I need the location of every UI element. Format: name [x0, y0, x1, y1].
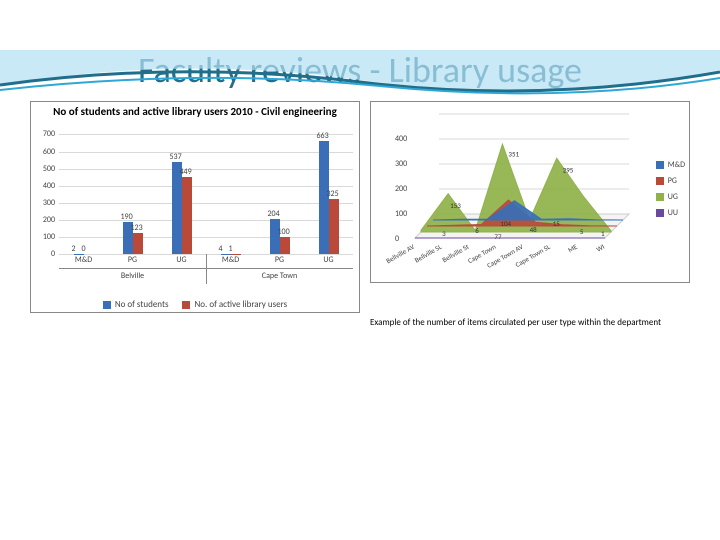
value-label: 0: [82, 245, 86, 253]
legend-swatch: [656, 193, 664, 201]
value-label: 2: [72, 245, 76, 253]
x-category: UG: [157, 256, 206, 264]
right-chart-caption: Example of the number of items circulate…: [370, 313, 720, 328]
x-category: UG: [304, 256, 353, 264]
y-tick: 700: [35, 130, 55, 138]
svg-text:0: 0: [395, 234, 399, 244]
page-title: Faculty reviews - Library usage: [40, 50, 680, 91]
legend-label: UG: [668, 192, 678, 202]
legend-item: M&D: [656, 160, 685, 170]
value-label: 153: [450, 201, 461, 210]
bar: [280, 237, 290, 254]
legend-swatch: [656, 209, 664, 217]
value-label: 1: [601, 229, 605, 238]
y-tick: 400: [35, 182, 55, 190]
value-label: 1: [229, 245, 233, 253]
svg-text:400: 400: [395, 134, 407, 144]
svg-text:300: 300: [395, 159, 407, 169]
x-category: Bellville St: [441, 242, 471, 265]
x-category: PG: [255, 256, 304, 264]
legend-label: PG: [668, 176, 677, 186]
x-category: M&D: [206, 256, 255, 264]
x-group: Cape Town: [206, 272, 353, 280]
bar: [133, 233, 143, 254]
legend-swatch: [103, 301, 111, 309]
value-label: 104: [500, 219, 511, 228]
legend-item: No. of active library users: [182, 299, 287, 310]
legend-item: UG: [656, 192, 685, 202]
svg-text:200: 200: [395, 184, 407, 194]
y-tick: 300: [35, 199, 55, 207]
legend-label: M&D: [668, 160, 685, 170]
value-label: 295: [563, 166, 574, 175]
value-label: 351: [508, 150, 519, 159]
legend-label: No of students: [115, 299, 169, 310]
value-label: 100: [278, 228, 290, 236]
value-label: 663: [317, 132, 329, 140]
legend-item: UU: [656, 208, 685, 218]
value-label: 537: [170, 153, 182, 161]
left-chart-legend: No of students No. of active library user…: [31, 299, 359, 310]
value-label: 190: [121, 213, 133, 221]
value-label: 449: [180, 168, 192, 176]
value-label: 4: [219, 245, 223, 253]
charts-row: No of students and active library users …: [0, 101, 720, 313]
gridline: [59, 134, 353, 135]
value-label: 204: [268, 210, 280, 218]
value-label: 15: [553, 219, 561, 228]
legend-label: No. of active library users: [194, 299, 287, 310]
y-tick: 600: [35, 148, 55, 156]
legend-label: UU: [668, 208, 678, 218]
gridline: [59, 220, 353, 221]
gridline: [59, 186, 353, 187]
legend-swatch: [182, 301, 190, 309]
gridline: [59, 152, 353, 153]
gridline: [59, 203, 353, 204]
left-chart-title: No of students and active library users …: [31, 102, 359, 118]
value-label: 123: [131, 224, 143, 232]
value-label: 77: [494, 232, 502, 241]
bar: [329, 199, 339, 255]
value-label: 325: [327, 190, 339, 198]
right-area-chart: 01002003004003512951531047748615351Bellv…: [370, 101, 690, 283]
right-chart-legend: M&D PG UG UU: [656, 160, 685, 224]
legend-swatch: [656, 161, 664, 169]
left-bar-chart: No of students and active library users …: [30, 101, 360, 313]
legend-item: No of students: [103, 299, 169, 310]
value-label: 5: [580, 227, 584, 236]
y-tick: 200: [35, 216, 55, 224]
gridline: [59, 169, 353, 170]
value-label: 48: [530, 225, 538, 234]
x-category: WI: [595, 242, 607, 254]
x-group: Belville: [59, 272, 206, 280]
x-category: PG: [108, 256, 157, 264]
svg-text:100: 100: [395, 209, 407, 219]
bar: [182, 177, 192, 254]
value-label: 6: [475, 226, 479, 235]
legend-item: PG: [656, 176, 685, 186]
x-category: Bellville SL: [413, 242, 443, 265]
gridline: [59, 237, 353, 238]
x-category: Bellville AV: [384, 242, 416, 265]
value-label: 3: [442, 229, 446, 238]
y-tick: 0: [35, 250, 55, 258]
x-category: ME: [566, 242, 579, 255]
y-tick: 500: [35, 165, 55, 173]
x-category: M&D: [59, 256, 108, 264]
y-tick: 100: [35, 233, 55, 241]
legend-swatch: [656, 177, 664, 185]
